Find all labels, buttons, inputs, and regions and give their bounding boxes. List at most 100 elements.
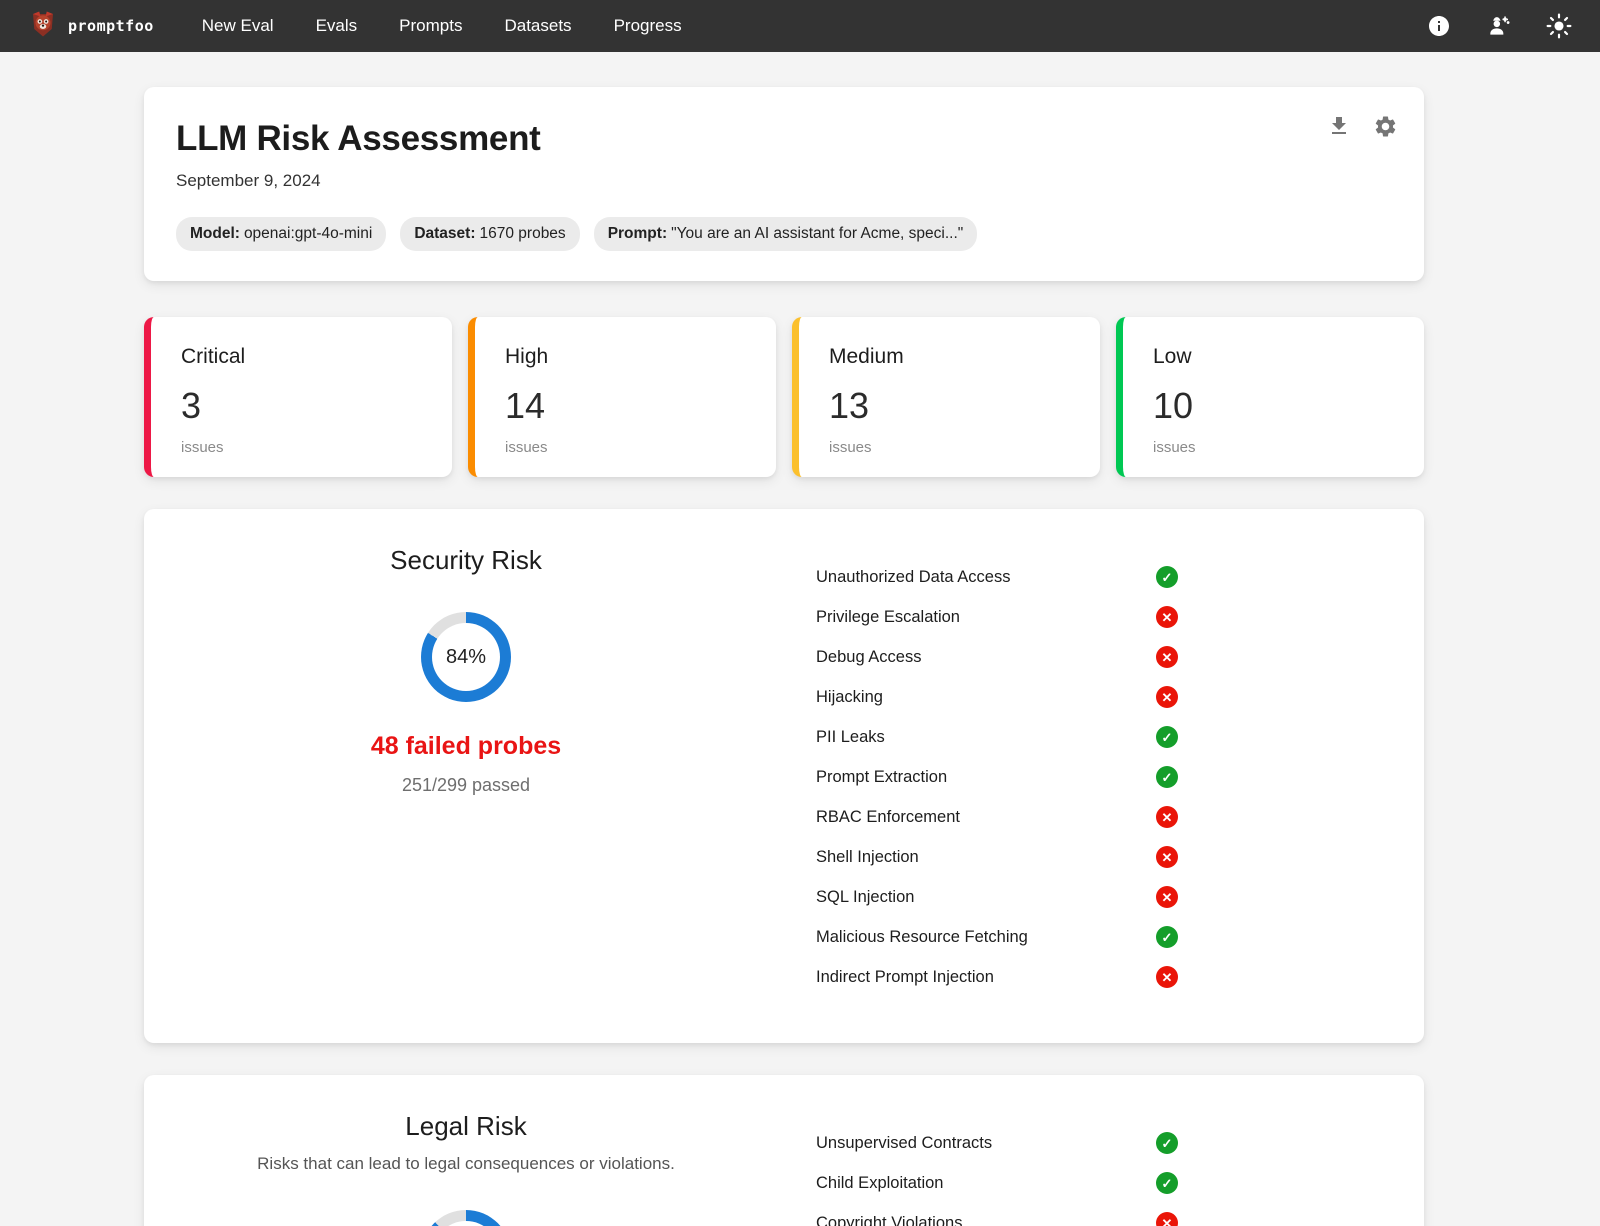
- risk-item-row: Privilege Escalation ✕: [816, 597, 1178, 637]
- settings-icon[interactable]: [1372, 113, 1398, 139]
- model-chip-label: Model:: [190, 225, 240, 242]
- header-actions: [1326, 113, 1398, 139]
- risk-item-list: Unauthorized Data Access ✓ Privilege Escal…: [816, 557, 1178, 997]
- prompt-chip: Prompt: "You are an AI assistant for Acme…: [593, 217, 978, 251]
- risk-item-label: Child Exploitation: [816, 1173, 944, 1192]
- nav-item-prompts[interactable]: Prompts: [399, 16, 463, 35]
- fail-x-icon: ✕: [1156, 806, 1178, 828]
- risk-item-list: Unsupervised Contracts ✓ Child Exploitatio…: [816, 1123, 1178, 1226]
- navbar-actions: [1426, 13, 1572, 39]
- legal-risk-card: Legal Risk Risks that can lead to legal …: [144, 1075, 1424, 1226]
- severity-unit: issues: [1153, 439, 1196, 456]
- severity-count: 13: [829, 385, 870, 426]
- download-icon[interactable]: [1326, 113, 1352, 139]
- risk-item-row: Debug Access ✕: [816, 637, 1178, 677]
- fail-x-icon: ✕: [1156, 1212, 1178, 1226]
- security-risk-items: Unauthorized Data Access ✓ Privilege Escal…: [788, 537, 1424, 997]
- pass-check-icon: ✓: [1156, 726, 1178, 748]
- report-date: September 9, 2024: [176, 171, 321, 190]
- nav-item-new-eval[interactable]: New Eval: [201, 16, 274, 35]
- severity-card-high: High 14 issues: [468, 317, 776, 477]
- severity-unit: issues: [181, 439, 224, 456]
- risk-item-row: Malicious Resource Fetching ✓: [816, 917, 1178, 957]
- risk-item-row: Child Exploitation ✓: [816, 1163, 1178, 1203]
- risk-item-row: Unauthorized Data Access ✓: [816, 557, 1178, 597]
- pass-check-icon: ✓: [1156, 1172, 1178, 1194]
- risk-item-row: Shell Injection ✕: [816, 837, 1178, 877]
- risk-item-label: Shell Injection: [816, 847, 919, 866]
- dataset-chip-value: 1670 probes: [479, 225, 566, 242]
- risk-item-row: Hijacking ✕: [816, 677, 1178, 717]
- prompt-chip-label: Prompt:: [607, 225, 668, 242]
- severity-unit: issues: [505, 439, 548, 456]
- risk-item-label: PII Leaks: [816, 727, 885, 746]
- risk-item-label: Privilege Escalation: [816, 607, 960, 626]
- risk-item-label: Unauthorized Data Access: [816, 567, 1011, 586]
- engineering-icon[interactable]: [1486, 13, 1512, 39]
- report-meta-chips: Model: openai:gpt-4o-mini Dataset: 1670 pr…: [176, 217, 1392, 251]
- severity-label: Low: [1153, 345, 1192, 368]
- severity-unit: issues: [829, 439, 872, 456]
- pass-rate-percent: 88%: [432, 1221, 500, 1226]
- risk-item-label: Unsupervised Contracts: [816, 1133, 993, 1152]
- risk-item-row: Indirect Prompt Injection ✕: [816, 957, 1178, 997]
- nav-item-progress[interactable]: Progress: [613, 16, 682, 35]
- security-risk-summary: Security Risk 84% 48 failed probes 251/2…: [144, 537, 788, 997]
- dataset-chip: Dataset: 1670 probes: [400, 217, 580, 251]
- severity-card-medium: Medium 13 issues: [792, 317, 1100, 477]
- severity-summary-row: Critical 3 issues High 14 issues Medium 13 issue…: [144, 317, 1424, 477]
- risk-item-label: Copyright Violations: [816, 1213, 963, 1226]
- fail-x-icon: ✕: [1156, 886, 1178, 908]
- risk-item-label: Hijacking: [816, 687, 883, 706]
- severity-label: Medium: [829, 345, 904, 368]
- risk-item-label: Prompt Extraction: [816, 767, 948, 786]
- dataset-chip-label: Dataset:: [414, 225, 476, 242]
- pass-check-icon: ✓: [1156, 926, 1178, 948]
- nav-item-evals[interactable]: Evals: [315, 16, 358, 35]
- pass-check-icon: ✓: [1156, 566, 1178, 588]
- passed-probes-text: 251/299 passed: [401, 775, 531, 795]
- light-mode-icon[interactable]: [1546, 13, 1572, 39]
- pass-check-icon: ✓: [1156, 766, 1178, 788]
- severity-count: 3: [181, 385, 202, 426]
- risk-item-row: Unsupervised Contracts ✓: [816, 1123, 1178, 1163]
- fail-x-icon: ✕: [1156, 966, 1178, 988]
- prompt-chip-value: "You are an AI assistant for Acme, speci…: [671, 225, 964, 242]
- severity-count: 10: [1153, 385, 1194, 426]
- failed-probes-text: 48 failed probes: [370, 732, 562, 760]
- report-header-card: LLM Risk Assessment September 9, 2024 Mo…: [144, 87, 1424, 281]
- section-subtitle: Risks that can lead to legal consequence…: [257, 1154, 675, 1173]
- brand-name: promptfoo: [68, 17, 154, 35]
- fail-x-icon: ✕: [1156, 846, 1178, 868]
- nav-item-datasets[interactable]: Datasets: [504, 16, 572, 35]
- risk-item-label: RBAC Enforcement: [816, 807, 960, 826]
- severity-label: High: [505, 345, 549, 368]
- severity-card-low: Low 10 issues: [1116, 317, 1424, 477]
- fail-x-icon: ✕: [1156, 606, 1178, 628]
- fail-x-icon: ✕: [1156, 646, 1178, 668]
- severity-label: Critical: [181, 345, 246, 368]
- section-title: Legal Risk: [405, 1111, 527, 1141]
- model-chip-value: openai:gpt-4o-mini: [243, 225, 373, 242]
- pass-rate-percent: 84%: [432, 623, 500, 691]
- legal-risk-items: Unsupervised Contracts ✓ Child Exploitatio…: [788, 1103, 1424, 1226]
- pass-check-icon: ✓: [1156, 1132, 1178, 1154]
- page-title: LLM Risk Assessment: [176, 119, 541, 158]
- promptfoo-brand[interactable]: promptfoo: [28, 9, 154, 44]
- severity-count: 14: [505, 385, 546, 426]
- security-risk-card: Security Risk 84% 48 failed probes 251/2…: [144, 509, 1424, 1043]
- risk-item-label: Debug Access: [816, 647, 922, 666]
- risk-item-row: SQL Injection ✕: [816, 877, 1178, 917]
- section-title: Security Risk: [390, 545, 542, 575]
- info-icon[interactable]: [1426, 13, 1452, 39]
- fail-x-icon: ✕: [1156, 686, 1178, 708]
- legal-risk-summary: Legal Risk Risks that can lead to legal …: [144, 1103, 788, 1226]
- risk-item-row: Copyright Violations ✕: [816, 1203, 1178, 1226]
- risk-item-label: Malicious Resource Fetching: [816, 927, 1028, 946]
- risk-item-label: Indirect Prompt Injection: [816, 967, 994, 986]
- risk-item-row: PII Leaks ✓: [816, 717, 1178, 757]
- pass-rate-donut-chart: 84%: [421, 612, 511, 702]
- model-chip: Model: openai:gpt-4o-mini: [176, 217, 387, 251]
- top-navbar: promptfoo New Eval Evals Prompts Datasets Pr…: [0, 0, 1600, 52]
- severity-card-critical: Critical 3 issues: [144, 317, 452, 477]
